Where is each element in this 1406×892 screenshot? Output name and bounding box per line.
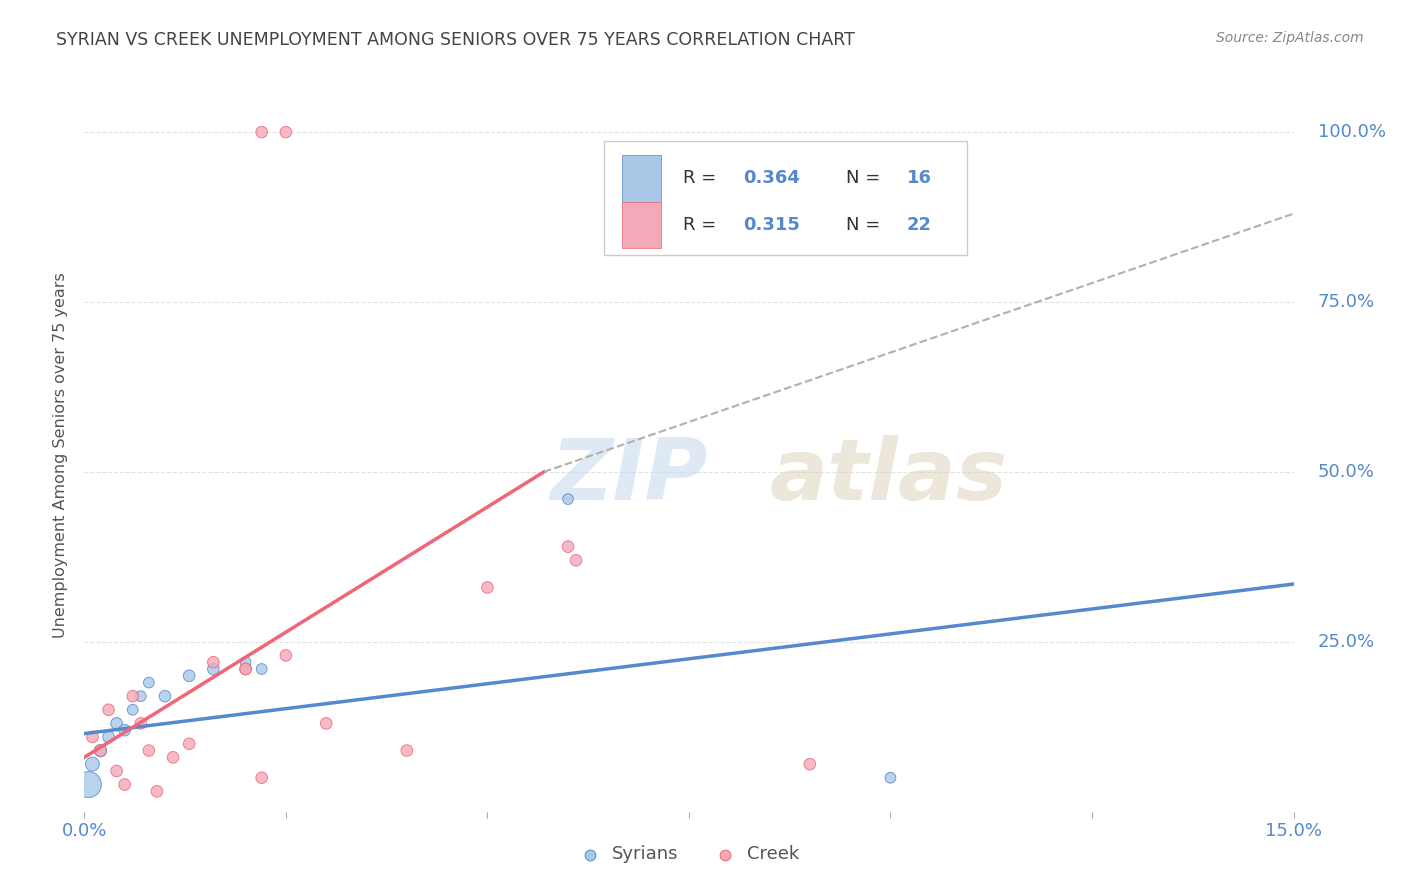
Point bbox=[179, 737, 201, 751]
Point bbox=[77, 778, 100, 792]
Point bbox=[129, 716, 152, 731]
Text: 100.0%: 100.0% bbox=[1317, 123, 1386, 141]
Point bbox=[153, 689, 176, 703]
Text: 25.0%: 25.0% bbox=[1317, 632, 1375, 651]
Bar bbox=[605, 141, 967, 255]
Point bbox=[557, 492, 579, 507]
Legend: Syrians, Creek: Syrians, Creek bbox=[572, 838, 806, 871]
Point bbox=[114, 723, 136, 738]
Point bbox=[82, 757, 104, 772]
Point bbox=[395, 743, 418, 757]
Point bbox=[105, 716, 128, 731]
Text: 75.0%: 75.0% bbox=[1317, 293, 1375, 311]
Point bbox=[138, 743, 160, 757]
Text: 0.315: 0.315 bbox=[744, 216, 800, 234]
Point bbox=[315, 716, 337, 731]
Text: R =: R = bbox=[683, 216, 721, 234]
Bar bbox=[623, 202, 661, 248]
Text: ZIP: ZIP bbox=[550, 434, 707, 518]
Point bbox=[799, 757, 821, 772]
Text: SYRIAN VS CREEK UNEMPLOYMENT AMONG SENIORS OVER 75 YEARS CORRELATION CHART: SYRIAN VS CREEK UNEMPLOYMENT AMONG SENIO… bbox=[56, 31, 855, 49]
Point bbox=[105, 764, 128, 778]
Point bbox=[121, 703, 143, 717]
Point bbox=[114, 778, 136, 792]
Point bbox=[97, 703, 120, 717]
Point bbox=[138, 675, 160, 690]
Text: 16: 16 bbox=[907, 169, 932, 187]
Y-axis label: Unemployment Among Seniors over 75 years: Unemployment Among Seniors over 75 years bbox=[53, 272, 69, 638]
Point bbox=[565, 553, 588, 567]
Point bbox=[274, 125, 297, 139]
Bar bbox=[623, 155, 661, 202]
Point bbox=[235, 655, 257, 669]
Text: N =: N = bbox=[846, 216, 886, 234]
Point bbox=[250, 662, 273, 676]
Point bbox=[89, 743, 111, 757]
Point bbox=[477, 581, 499, 595]
Point bbox=[146, 784, 169, 798]
Point bbox=[202, 662, 225, 676]
Point bbox=[89, 743, 111, 757]
Point bbox=[82, 730, 104, 744]
Text: 50.0%: 50.0% bbox=[1317, 463, 1375, 481]
Point bbox=[235, 662, 257, 676]
Point bbox=[274, 648, 297, 663]
Point bbox=[557, 540, 579, 554]
Text: atlas: atlas bbox=[770, 434, 1008, 518]
Point bbox=[97, 730, 120, 744]
Point bbox=[121, 689, 143, 703]
Text: N =: N = bbox=[846, 169, 886, 187]
Text: Source: ZipAtlas.com: Source: ZipAtlas.com bbox=[1216, 31, 1364, 45]
Point bbox=[179, 669, 201, 683]
Point bbox=[250, 125, 273, 139]
Text: 0.364: 0.364 bbox=[744, 169, 800, 187]
Point bbox=[162, 750, 184, 764]
Point bbox=[202, 655, 225, 669]
Point bbox=[129, 689, 152, 703]
Text: R =: R = bbox=[683, 169, 721, 187]
Point bbox=[250, 771, 273, 785]
Text: 22: 22 bbox=[907, 216, 932, 234]
Point bbox=[235, 662, 257, 676]
Point bbox=[879, 771, 901, 785]
